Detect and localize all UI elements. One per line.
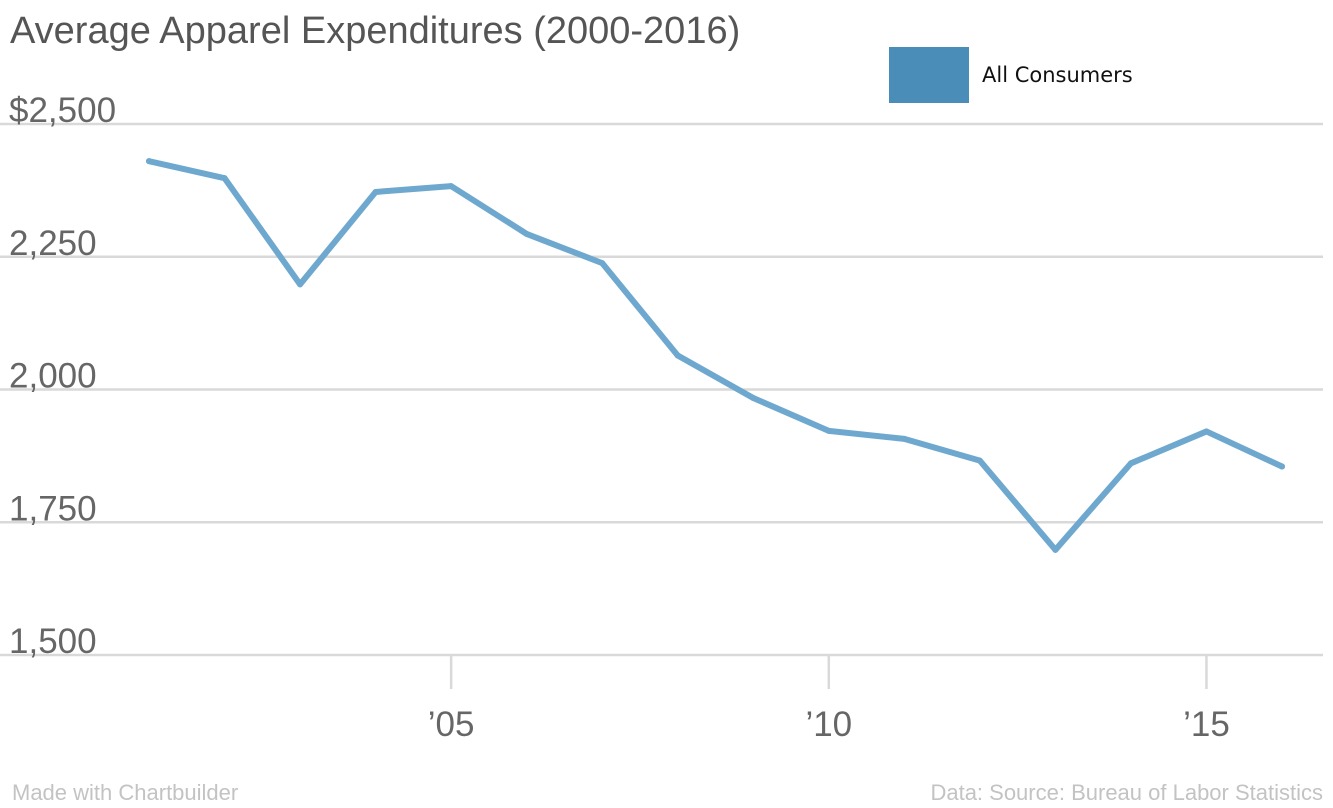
data-point <box>1127 460 1134 467</box>
data-point <box>1203 428 1210 435</box>
data-point <box>674 352 681 359</box>
data-point <box>146 158 152 165</box>
grid-lines <box>0 122 1323 657</box>
y-tick-label: 2,000 <box>9 357 97 396</box>
x-tick-label: ’10 <box>805 705 852 744</box>
data-point <box>523 230 530 237</box>
x-tick-label: ’05 <box>428 705 475 744</box>
data-point <box>1279 463 1285 470</box>
data-point <box>297 281 304 288</box>
data-point <box>599 260 606 267</box>
y-tick-label: 1,500 <box>9 622 97 661</box>
data-point <box>448 183 455 190</box>
series-line <box>146 158 1285 553</box>
y-tick-label: 1,750 <box>9 489 97 528</box>
data-point <box>976 457 983 464</box>
legend: All Consumers <box>889 47 1133 103</box>
x-axis-labels: ’05 ’10 ’15 <box>428 705 1230 744</box>
data-point <box>750 394 757 401</box>
y-tick-label: 2,250 <box>9 224 97 263</box>
chart-title: Average Apparel Expenditures (2000-2016) <box>10 10 741 52</box>
data-point <box>825 427 832 434</box>
y-axis-labels: $2,500 2,250 2,000 1,750 1,500 <box>9 91 116 661</box>
x-axis-ticks <box>449 655 1208 689</box>
footer-credit: Made with Chartbuilder <box>12 780 239 805</box>
data-point <box>221 175 228 182</box>
x-tick-label: ’15 <box>1183 705 1230 744</box>
legend-swatch <box>889 47 969 103</box>
data-point <box>901 435 908 442</box>
series-lines <box>146 158 1285 553</box>
data-point <box>1052 546 1059 553</box>
footer-source: Data: Source: Bureau of Labor Statistics <box>930 780 1323 805</box>
y-tick-label: $2,500 <box>9 91 116 130</box>
data-point <box>372 188 379 195</box>
legend-label: All Consumers <box>982 63 1133 87</box>
